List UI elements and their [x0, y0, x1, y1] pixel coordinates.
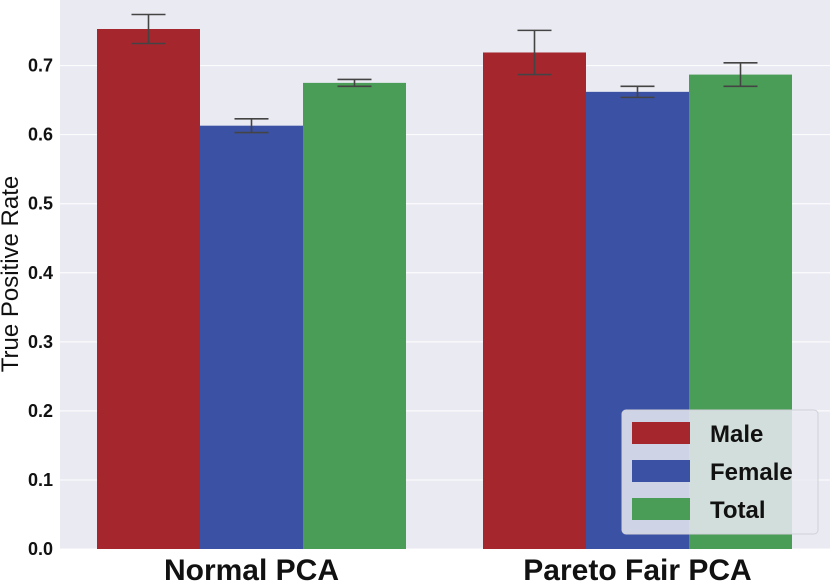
y-tick-label: 0.7 [28, 56, 53, 76]
y-tick-label: 0.4 [28, 263, 53, 283]
x-axis-ticks: Normal PCA Pareto Fair PCA [164, 554, 752, 585]
x-tick-label: Normal PCA [164, 554, 339, 585]
bar-total-1 [303, 82, 406, 550]
legend-label-male: Male [710, 421, 763, 448]
y-tick-label: 0.6 [28, 125, 53, 145]
bar-female-1 [200, 125, 303, 550]
legend-swatch-male [632, 422, 690, 444]
y-tick-label: 0.3 [28, 332, 53, 352]
legend-label-female: Female [710, 459, 793, 486]
y-tick-label: 0.0 [28, 539, 53, 559]
legend-label-total: Total [710, 497, 766, 524]
bar-male-1 [97, 29, 200, 549]
legend-swatch-total [632, 498, 690, 520]
legend: Male Female Total [621, 409, 819, 535]
y-axis-label: True Positive Rate [0, 176, 24, 373]
bar-male-2 [483, 52, 586, 549]
x-tick-label: Pareto Fair PCA [523, 554, 751, 585]
y-tick-label: 0.1 [28, 470, 53, 490]
y-axis-ticks: 0.0 0.1 0.2 0.3 0.4 0.5 0.6 0.7 [28, 56, 53, 559]
legend-swatch-female [632, 460, 690, 482]
y-tick-label: 0.5 [28, 194, 53, 214]
error-bars [131, 13, 758, 134]
y-tick-label: 0.2 [28, 401, 53, 421]
